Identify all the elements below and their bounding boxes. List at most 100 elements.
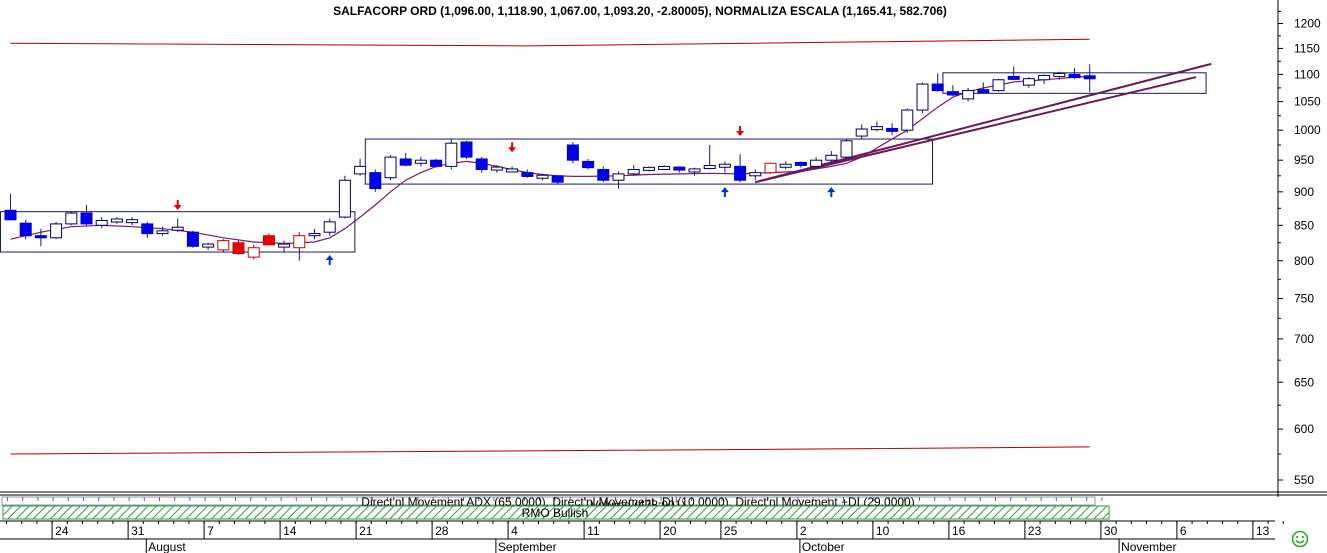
y-tick-label: 700: [1294, 332, 1314, 346]
candle: [582, 158, 595, 170]
sell-arrow-head: [508, 147, 517, 153]
x-day-label: 30: [1104, 524, 1118, 538]
candle: [278, 240, 291, 253]
candle-body: [323, 221, 336, 233]
candle-body: [612, 173, 625, 181]
candle: [262, 233, 275, 246]
candle-body: [95, 219, 108, 226]
candle-body: [521, 172, 534, 177]
candle-body: [126, 219, 139, 224]
buy-arrow-icon: [827, 187, 836, 198]
y-tick-label: 750: [1294, 292, 1314, 306]
candle: [566, 142, 579, 164]
candle-body: [399, 158, 412, 166]
candle: [612, 171, 625, 189]
candle-body: [946, 91, 959, 96]
candle: [916, 82, 929, 113]
x-day-label: 24: [55, 524, 69, 538]
candle: [810, 157, 823, 170]
candle: [886, 123, 899, 135]
candle: [232, 240, 245, 255]
candles-layer: [4, 64, 1096, 261]
candle-body: [536, 174, 549, 179]
candle: [870, 121, 883, 132]
candle: [1022, 77, 1035, 88]
candle: [141, 221, 154, 238]
candle: [1083, 64, 1096, 93]
y-tick-label: 1100: [1294, 67, 1320, 81]
x-day-label: 23: [1028, 524, 1042, 538]
candle: [50, 221, 63, 240]
sell-arrow-head: [173, 205, 182, 211]
candle: [490, 165, 503, 173]
candle-body: [308, 233, 321, 237]
candle-body: [217, 240, 230, 251]
candle: [627, 165, 640, 176]
y-tick-label: 1150: [1294, 41, 1320, 55]
candle-body: [384, 156, 397, 179]
candle-body: [855, 128, 868, 137]
candle: [369, 169, 382, 192]
candle: [703, 144, 716, 170]
x-month-label: October: [802, 540, 845, 553]
candle-body: [475, 158, 488, 171]
candle-body: [278, 243, 291, 248]
candle-body: [688, 168, 701, 173]
candle: [338, 175, 351, 219]
candle: [718, 161, 731, 173]
candle-body: [369, 172, 382, 190]
candle: [475, 157, 488, 173]
range-box: [364, 138, 933, 185]
candle-body: [870, 126, 883, 131]
candle-body: [1007, 75, 1020, 80]
x-day-label: 21: [359, 524, 373, 538]
candle-body: [50, 223, 63, 239]
candle-body: [1068, 73, 1081, 79]
candle-body: [1038, 74, 1051, 81]
y-tick-label: 600: [1294, 422, 1314, 436]
candle-body: [4, 209, 17, 221]
candle-body: [886, 127, 899, 132]
candle: [186, 230, 199, 248]
candle-body: [840, 140, 853, 158]
candle-body: [673, 166, 686, 171]
candle-body: [779, 163, 792, 168]
candle: [65, 211, 78, 226]
indicator-strip: [1, 496, 1096, 506]
candle-body: [34, 235, 47, 239]
smiley-icon[interactable]: [1291, 530, 1309, 548]
x-day-label: 31: [131, 524, 145, 538]
y-tick-label: 650: [1294, 375, 1314, 389]
candle: [308, 228, 321, 240]
bands-layer: [10, 38, 1090, 455]
buy-arrow-icon: [325, 255, 334, 266]
candle: [430, 158, 443, 168]
candle-body: [232, 242, 245, 254]
x-day-label: 13: [1256, 524, 1270, 538]
candle: [597, 166, 610, 183]
candle-body: [414, 159, 427, 164]
candle: [126, 217, 139, 226]
candle: [946, 85, 959, 97]
candle-body: [992, 79, 1005, 92]
x-day-label: 2: [800, 524, 807, 538]
candle: [840, 139, 853, 159]
x-day-label: 10: [876, 524, 890, 538]
candle: [536, 173, 549, 181]
buy-arrow-head: [325, 255, 334, 261]
candle: [794, 161, 807, 168]
candle: [80, 204, 93, 226]
candle-body: [141, 223, 154, 235]
candle-body: [202, 243, 215, 248]
candle: [749, 169, 762, 181]
x-axis: 24 31 7 14 21 28 4 11 20 25 2 10 16 23 30 6 13 August Sept…: [0, 520, 1284, 553]
candle-body: [156, 230, 169, 235]
candle: [34, 228, 47, 247]
range-box: [0, 211, 356, 253]
x-day-label: 4: [511, 524, 518, 538]
buy-arrow-icon: [720, 187, 729, 198]
candle: [247, 244, 260, 260]
candle: [95, 217, 108, 229]
